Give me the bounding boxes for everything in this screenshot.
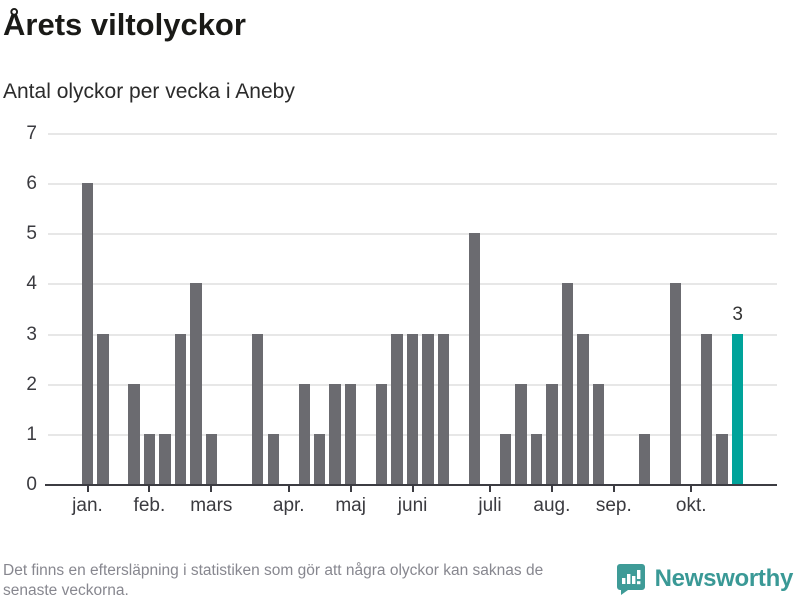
- bar-week-12: [252, 333, 264, 484]
- bar-week-24: [437, 333, 450, 484]
- y-axis-tick-label: 5: [26, 223, 37, 245]
- bar-week-30: [530, 433, 543, 484]
- footer-note-line2: senaste veckorna.: [3, 582, 129, 599]
- bar-week-22: [406, 333, 419, 484]
- bar-week-17: [329, 383, 341, 484]
- last-bar-value-label: 3: [732, 303, 743, 325]
- month-tick-sep: [612, 486, 615, 492]
- bar-week-7: [174, 333, 187, 484]
- bar-week-28: [499, 433, 512, 484]
- month-label-maj: maj: [335, 495, 366, 516]
- bar-week-15: [298, 383, 310, 484]
- month-label-okt: okt.: [675, 495, 707, 516]
- page-title: Årets viltolyckor: [3, 7, 246, 42]
- newsworthy-bubble-chart-icon: [616, 563, 646, 595]
- bar-week-4: [128, 383, 140, 484]
- bar-week-34: [592, 383, 605, 484]
- gridline-y4: [48, 283, 777, 286]
- month-tick-juni: [411, 486, 414, 492]
- bar-week-33: [577, 333, 589, 484]
- bar-week-21: [391, 333, 403, 484]
- month-label-jan: jan.: [72, 495, 103, 516]
- gridline-y7: [48, 133, 777, 136]
- month-label-feb: feb.: [133, 495, 166, 516]
- bar-chart: 0 1 2 3 4 5 6 7 3 jan. feb. mars apr. maj juni juli aug.…: [26, 120, 777, 516]
- bar-week-43: [731, 333, 744, 484]
- month-label-mars: mars: [190, 495, 233, 516]
- month-tick-jan: [86, 486, 89, 492]
- month-tick-apr: [287, 486, 290, 492]
- month-tick-feb: [148, 486, 151, 492]
- bar-week-5: [143, 433, 156, 484]
- y-axis-tick-label: 4: [26, 273, 37, 295]
- bar-week-26: [468, 233, 481, 484]
- gridline-y5: [48, 233, 777, 236]
- bar-week-2: [97, 333, 109, 484]
- bar-week-29: [515, 383, 527, 484]
- month-tick-maj: [349, 486, 352, 492]
- y-axis-tick-label: 1: [26, 423, 37, 445]
- month-tick-juli: [488, 486, 491, 492]
- bar-week-16: [314, 433, 326, 484]
- y-axis-tick-label: 0: [26, 474, 37, 495]
- bar-week-6: [159, 433, 171, 484]
- bar-week-31: [546, 383, 558, 484]
- y-axis-tick-label: 7: [26, 123, 37, 145]
- bar-week-32: [561, 283, 574, 484]
- bar-week-13: [267, 433, 279, 484]
- gridline-y6: [48, 183, 777, 186]
- bar-week-23: [422, 333, 434, 484]
- month-label-juli: juli: [478, 495, 502, 516]
- month-label-juni: juni: [397, 495, 428, 516]
- bar-week-1: [81, 183, 94, 484]
- footer-note: Det finns en eftersläpning i statistiken…: [3, 561, 633, 600]
- bar-week-18: [344, 383, 357, 484]
- footer-note-line1: Det finns en eftersläpning i statistiken…: [3, 562, 544, 579]
- month-label-sep: sep.: [595, 495, 632, 516]
- bar-week-42: [716, 433, 728, 484]
- newsworthy-wordmark: Newsworthy: [654, 565, 794, 592]
- bar-week-9: [205, 433, 218, 484]
- month-label-apr: apr.: [272, 495, 305, 516]
- y-axis-tick-label: 3: [26, 323, 37, 345]
- bar-week-20: [375, 383, 388, 484]
- bar-week-41: [701, 333, 713, 484]
- month-tick-okt: [690, 486, 693, 492]
- month-tick-aug: [550, 486, 553, 492]
- month-label-aug: aug.: [533, 495, 571, 516]
- newsworthy-logo: Newsworthy: [616, 563, 793, 595]
- y-axis-tick-label: 6: [26, 173, 37, 195]
- bar-week-8: [190, 283, 202, 484]
- month-tick-mars: [210, 486, 213, 492]
- bar-week-37: [639, 433, 651, 484]
- bar-week-39: [670, 283, 682, 484]
- y-axis-tick-label: 2: [26, 373, 37, 395]
- x-axis-line: [45, 484, 777, 486]
- chart-subtitle: Antal olyckor per vecka i Aneby: [3, 80, 295, 103]
